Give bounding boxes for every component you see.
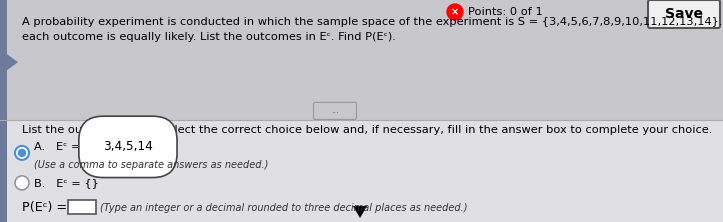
FancyBboxPatch shape xyxy=(314,102,356,119)
Text: B.   Eᶜ = {}: B. Eᶜ = {} xyxy=(34,178,99,188)
Text: (Use a comma to separate answers as needed.): (Use a comma to separate answers as need… xyxy=(34,160,268,170)
Bar xyxy=(68,200,96,214)
Text: (Type an integer or a decimal rounded to three decimal places as needed.): (Type an integer or a decimal rounded to… xyxy=(100,203,468,213)
Circle shape xyxy=(447,4,463,20)
Text: Points: 0 of 1: Points: 0 of 1 xyxy=(468,7,543,17)
Polygon shape xyxy=(7,54,18,70)
Text: Save: Save xyxy=(665,7,703,21)
Circle shape xyxy=(15,146,29,160)
Text: List the outcomes in Eᶜ. Select the correct choice below and, if necessary, fill: List the outcomes in Eᶜ. Select the corr… xyxy=(22,125,712,135)
Text: 3,4,5,14: 3,4,5,14 xyxy=(103,140,153,153)
Circle shape xyxy=(19,149,25,156)
Polygon shape xyxy=(353,206,367,218)
Bar xyxy=(0,0,7,120)
Bar xyxy=(0,120,723,222)
FancyBboxPatch shape xyxy=(648,0,720,28)
Text: A probability experiment is conducted in which the sample space of the experimen: A probability experiment is conducted in… xyxy=(22,17,723,27)
Circle shape xyxy=(15,176,29,190)
Text: each outcome is equally likely. List the outcomes in Eᶜ. Find P(Eᶜ).: each outcome is equally likely. List the… xyxy=(22,32,396,42)
Text: P(Eᶜ) =: P(Eᶜ) = xyxy=(22,201,71,214)
Text: ...: ... xyxy=(331,106,339,115)
Bar xyxy=(0,0,723,120)
Text: ×: × xyxy=(451,7,459,17)
Text: A.   Eᶜ =: A. Eᶜ = xyxy=(34,142,84,152)
Bar xyxy=(0,120,7,222)
